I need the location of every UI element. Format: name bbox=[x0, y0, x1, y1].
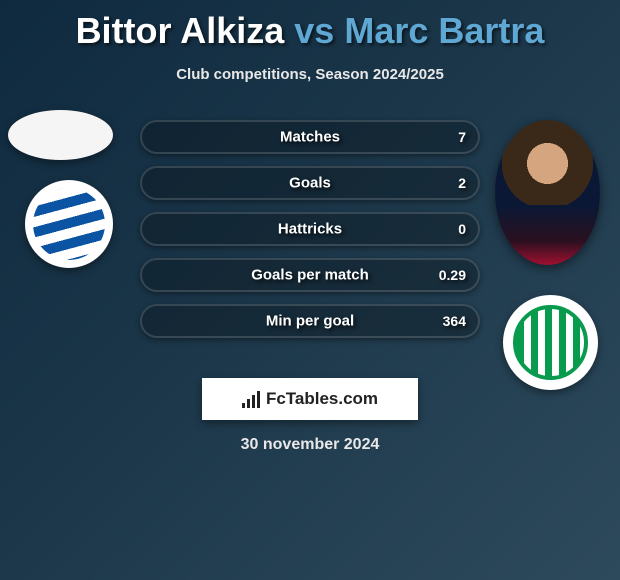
page-title: Bittor Alkiza vs Marc Bartra bbox=[0, 0, 620, 52]
player2-name: Marc Bartra bbox=[344, 10, 544, 51]
stat-right-value: 7 bbox=[458, 129, 466, 145]
stat-label: Goals per match bbox=[251, 267, 369, 284]
crest-stripes bbox=[33, 188, 105, 260]
player2-club-crest bbox=[503, 295, 598, 390]
stat-row-goals-per-match: Goals per match 0.29 bbox=[140, 258, 480, 292]
stat-right-value: 0 bbox=[458, 221, 466, 237]
stat-label: Hattricks bbox=[278, 221, 342, 238]
fctables-logo-link[interactable]: FcTables.com bbox=[202, 378, 418, 420]
stats-list: Matches 7 Goals 2 Hattricks 0 Goals per … bbox=[140, 120, 480, 350]
stat-label: Matches bbox=[280, 129, 340, 146]
player2-avatar bbox=[495, 120, 600, 265]
stat-row-min-per-goal: Min per goal 364 bbox=[140, 304, 480, 338]
stat-label: Goals bbox=[289, 175, 331, 192]
crest-stripes bbox=[513, 305, 588, 380]
logo-text: FcTables.com bbox=[266, 389, 378, 409]
player1-name: Bittor Alkiza bbox=[76, 10, 285, 51]
player1-avatar bbox=[8, 110, 113, 160]
player1-club-crest bbox=[25, 180, 113, 268]
vs-text: vs bbox=[294, 10, 334, 51]
date-label: 30 november 2024 bbox=[0, 436, 620, 454]
bar-chart-icon bbox=[242, 390, 260, 408]
stat-row-matches: Matches 7 bbox=[140, 120, 480, 154]
stat-right-value: 2 bbox=[458, 175, 466, 191]
stat-row-goals: Goals 2 bbox=[140, 166, 480, 200]
stat-row-hattricks: Hattricks 0 bbox=[140, 212, 480, 246]
stat-label: Min per goal bbox=[266, 313, 354, 330]
stat-right-value: 364 bbox=[443, 313, 466, 329]
comparison-card: Bittor Alkiza vs Marc Bartra Club compet… bbox=[0, 0, 620, 580]
subtitle: Club competitions, Season 2024/2025 bbox=[0, 66, 620, 83]
stat-right-value: 0.29 bbox=[439, 267, 466, 283]
